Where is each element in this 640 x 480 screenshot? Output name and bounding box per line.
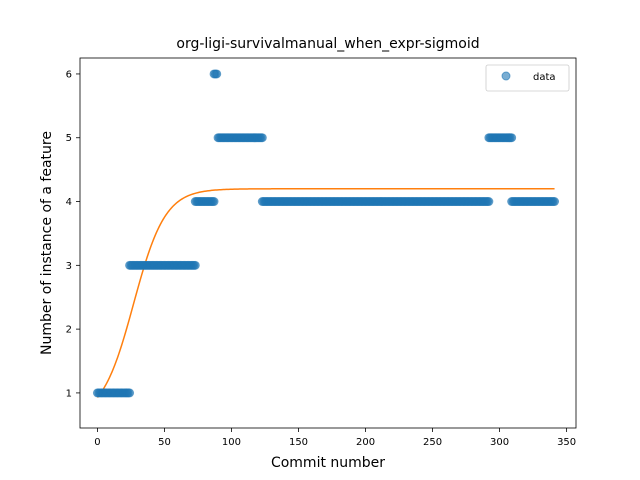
data-point <box>212 69 222 79</box>
data-point <box>507 133 517 143</box>
legend: data <box>485 64 570 92</box>
data-point <box>257 133 267 143</box>
x-tick-label: 150 <box>289 437 308 448</box>
chart-title: org-ligi-survivalmanual_when_expr-sigmoi… <box>176 36 479 52</box>
data-point <box>190 260 200 270</box>
x-tick-label: 50 <box>158 437 171 448</box>
data-point <box>550 197 560 207</box>
plot-area <box>92 69 560 398</box>
y-tick-label: 3 <box>66 261 72 272</box>
x-tick-label: 200 <box>356 437 375 448</box>
legend-box <box>485 64 570 92</box>
y-tick-label: 4 <box>66 197 72 208</box>
plot-frame <box>79 57 577 429</box>
x-axis-ticks: 0 50 100 150 200 250 300 350 <box>94 428 576 448</box>
y-axis-ticks: 1 2 3 4 5 6 <box>66 69 80 399</box>
x-tick-label: 350 <box>557 437 576 448</box>
y-tick-label: 2 <box>66 325 72 336</box>
y-tick-label: 5 <box>66 133 72 144</box>
y-tick-label: 1 <box>66 388 72 399</box>
y-tick-label: 6 <box>66 69 72 80</box>
data-point <box>209 197 219 207</box>
fit-layer <box>96 188 555 398</box>
data-point <box>484 197 494 207</box>
x-tick-label: 300 <box>490 437 509 448</box>
legend-label-data: data <box>533 72 556 83</box>
data-point <box>125 388 135 398</box>
points-layer <box>92 69 560 398</box>
legend-marker-data <box>501 71 511 81</box>
x-tick-label: 250 <box>423 437 442 448</box>
x-axis-label: Commit number <box>271 455 385 471</box>
y-axis-label: Number of instance of a feature <box>39 131 55 355</box>
sigmoid-fit-line <box>96 188 555 398</box>
x-tick-label: 0 <box>94 437 100 448</box>
x-tick-label: 100 <box>222 437 241 448</box>
